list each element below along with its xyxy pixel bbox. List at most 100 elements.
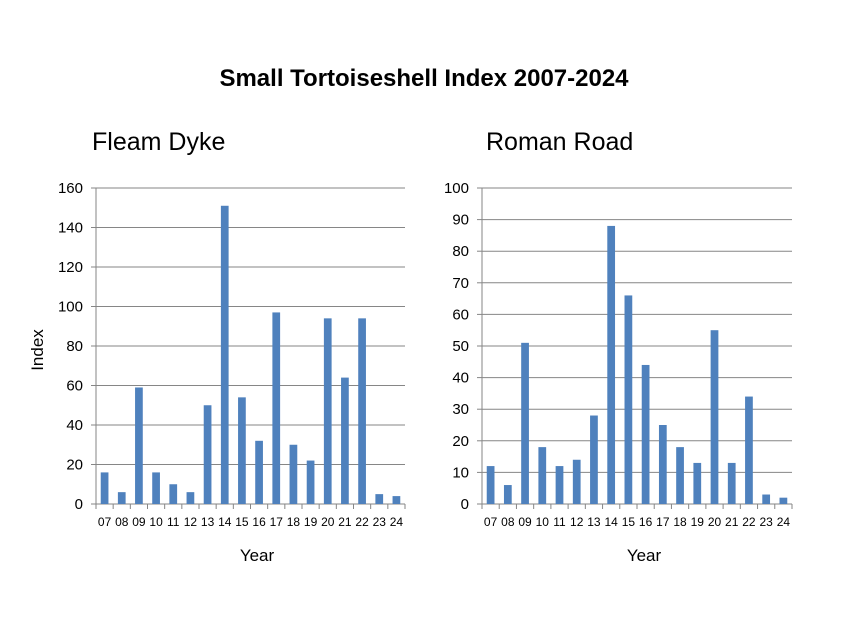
y-tick-label: 80: [66, 338, 83, 355]
y-tick-label: 160: [58, 180, 83, 197]
bar-09: [135, 387, 143, 504]
y-tick-label: 140: [58, 220, 83, 237]
x-tick-label: 14: [218, 515, 232, 529]
bar-08: [117, 492, 126, 504]
chart-title: Fleam Dyke: [92, 128, 225, 156]
x-tick-label: 23: [759, 515, 773, 529]
x-tick-label: 21: [725, 515, 739, 529]
bar-15: [624, 295, 633, 504]
x-tick-label: 18: [673, 515, 687, 529]
bar-16: [641, 364, 650, 504]
y-tick-label: 90: [452, 212, 469, 229]
x-tick-label: 10: [149, 515, 163, 529]
x-axis-label: Year: [627, 546, 662, 565]
x-tick-label: 11: [167, 515, 180, 529]
bar-18: [676, 447, 684, 504]
x-tick-label: 18: [287, 515, 301, 529]
x-tick-label: 16: [639, 515, 653, 529]
bar-07: [486, 466, 495, 504]
x-tick-label: 15: [622, 515, 636, 529]
bar-11: [169, 484, 178, 504]
x-tick-label: 13: [201, 515, 215, 529]
x-tick-label: 22: [742, 515, 756, 529]
bar-11: [555, 466, 564, 504]
x-tick-label: 22: [355, 515, 369, 529]
bar-16: [255, 440, 263, 504]
bar-23: [762, 494, 771, 504]
y-tick-label: 40: [66, 417, 83, 434]
y-tick-label: 20: [66, 457, 83, 474]
x-tick-label: 20: [321, 515, 335, 529]
x-tick-label: 24: [390, 515, 404, 529]
x-tick-label: 09: [132, 515, 146, 529]
y-tick-label: 120: [58, 259, 83, 276]
y-tick-label: 30: [452, 401, 469, 418]
chart-roman-road: Roman Road Year 0 10 20 30 40 50 60 70 80 90 100 07…: [444, 128, 793, 565]
bar-24: [392, 496, 401, 504]
y-tick-label: 100: [58, 299, 83, 316]
y-tick-label: 0: [75, 496, 83, 513]
chart-fleam-dyke: Fleam Dyke Year Index 020406080100120140…: [28, 128, 406, 565]
bar-07: [100, 472, 109, 504]
x-tick-label: 24: [777, 515, 791, 529]
bar-09: [521, 342, 529, 504]
x-tick-label: 19: [304, 515, 318, 529]
x-tick-label: 15: [235, 515, 249, 529]
x-tick-label: 09: [518, 515, 532, 529]
x-tick-label: 14: [604, 515, 618, 529]
x-tick-label: 17: [656, 515, 670, 529]
x-tick-label: 23: [373, 515, 387, 529]
bar-14: [607, 225, 616, 505]
bar-20: [710, 330, 719, 504]
x-tick-label: 07: [98, 515, 112, 529]
bar-13: [203, 405, 212, 504]
x-tick-label: 08: [115, 515, 129, 529]
y-tick-label: 10: [452, 464, 469, 481]
bar-24: [779, 497, 788, 504]
x-tick-label: 08: [501, 515, 515, 529]
bar-22: [745, 396, 753, 504]
x-axis-label: Year: [240, 546, 275, 565]
x-tick-label: 20: [708, 515, 722, 529]
x-tick-label: 12: [184, 515, 198, 529]
x-tick-label: 17: [270, 515, 284, 529]
bar-19: [306, 460, 315, 504]
bar-21: [341, 377, 349, 504]
y-tick-label: 60: [452, 306, 469, 323]
y-tick-label: 80: [452, 243, 469, 260]
bar-15: [238, 397, 246, 504]
x-tick-label: 13: [587, 515, 601, 529]
x-tick-label: 12: [570, 515, 584, 529]
x-tick-label: 10: [536, 515, 550, 529]
y-tick-label: 0: [461, 496, 469, 513]
bar-12: [572, 459, 581, 504]
bar-17: [658, 425, 667, 504]
figure-title: Small Tortoiseshell Index 2007-2024: [219, 65, 629, 92]
bar-13: [590, 415, 598, 504]
bar-18: [289, 444, 298, 504]
bar-12: [186, 492, 195, 504]
bar-20: [323, 318, 332, 504]
bar-21: [727, 462, 736, 504]
x-tick-label: 21: [338, 515, 352, 529]
bar-17: [272, 312, 281, 504]
x-tick-label: 11: [553, 515, 566, 529]
y-tick-label: 100: [444, 180, 469, 197]
bar-23: [375, 494, 384, 504]
chart-title: Roman Road: [486, 128, 633, 156]
bar-10: [538, 447, 547, 504]
bar-08: [503, 485, 512, 504]
bar-14: [220, 205, 229, 504]
x-tick-label: 19: [691, 515, 705, 529]
bar-19: [693, 462, 702, 504]
y-tick-label: 20: [452, 433, 469, 450]
x-tick-label: 16: [252, 515, 266, 529]
y-tick-label: 50: [452, 338, 469, 355]
bar-10: [152, 472, 160, 504]
y-tick-label: 70: [452, 275, 469, 292]
y-tick-label: 40: [452, 370, 469, 387]
bar-22: [358, 318, 366, 504]
y-tick-label: 60: [66, 378, 83, 395]
x-tick-label: 07: [484, 515, 498, 529]
